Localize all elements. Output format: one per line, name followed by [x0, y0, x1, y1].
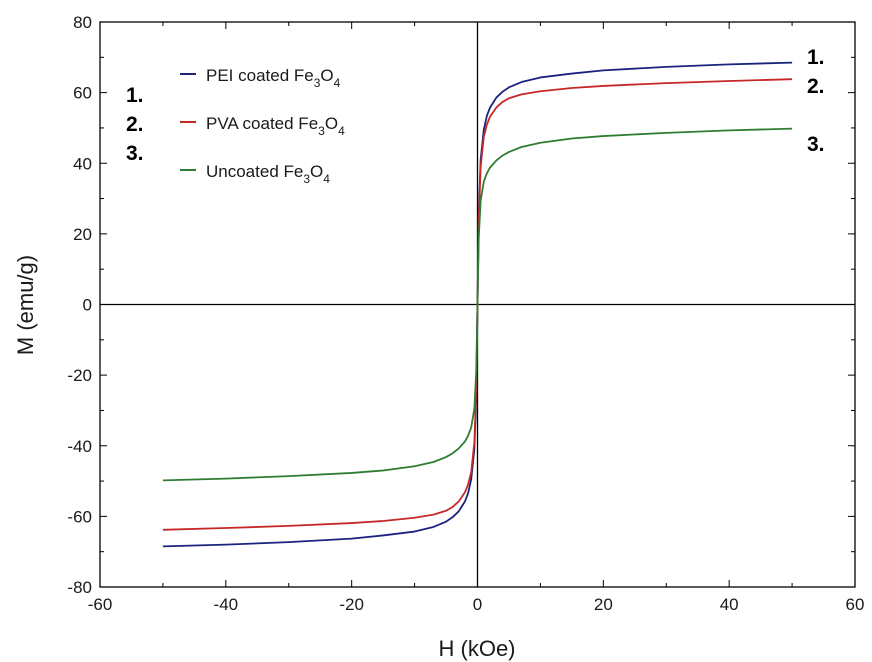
curve-end-label-3: 3.	[807, 133, 825, 156]
x-tick-label: 60	[846, 595, 865, 614]
legend-label-pva: PVA coated Fe3O4	[206, 114, 345, 138]
x-tick-label: 20	[594, 595, 613, 614]
y-tick-label: 60	[73, 84, 92, 103]
x-axis-title: H (kOe)	[439, 636, 516, 661]
y-tick-label: -20	[67, 366, 92, 385]
legend-number-2: 2.	[126, 113, 144, 136]
series-line-3	[162, 127, 793, 482]
y-tick-label: 20	[73, 225, 92, 244]
curve-end-label-2: 2.	[807, 75, 825, 98]
x-tick-label: 40	[720, 595, 739, 614]
curve-end-label-1: 1.	[807, 46, 825, 69]
y-tick-label: -80	[67, 578, 92, 597]
legend-number-3: 3.	[126, 142, 144, 165]
legend-number-1: 1.	[126, 84, 144, 107]
y-tick-label: -40	[67, 437, 92, 456]
y-tick-label: 0	[83, 296, 92, 315]
legend-label-pei: PEI coated Fe3O4	[206, 66, 341, 90]
y-tick-label: 80	[73, 13, 92, 32]
series-group	[162, 61, 793, 548]
y-axis-title: M (emu/g)	[13, 255, 38, 355]
y-tick-label: 40	[73, 154, 92, 173]
legend-label-uncoated: Uncoated Fe3O4	[206, 162, 330, 186]
x-tick-label: 0	[473, 595, 482, 614]
y-tick-label: -60	[67, 507, 92, 526]
legend: PEI coated Fe3O4 PVA coated Fe3O4 Uncoat…	[126, 66, 345, 186]
x-tick-label: -60	[88, 595, 113, 614]
x-tick-label: -40	[214, 595, 239, 614]
x-tick-label: -20	[339, 595, 364, 614]
